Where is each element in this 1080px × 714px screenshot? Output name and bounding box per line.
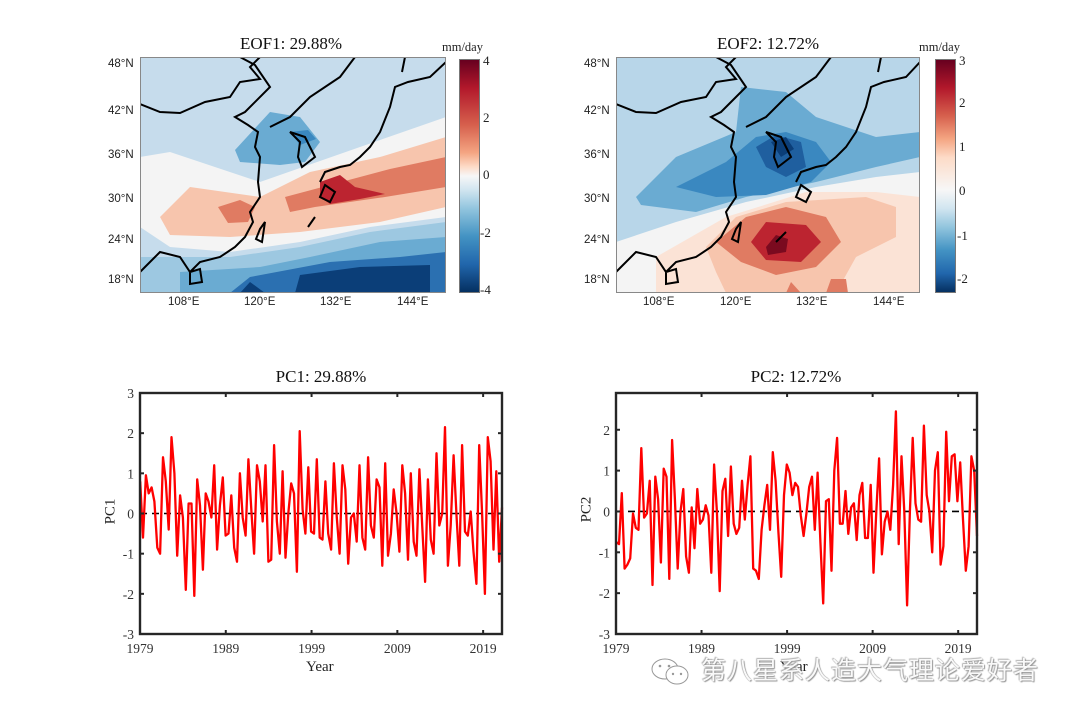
pc2-axes-frame bbox=[614, 391, 979, 636]
pc1-series-line bbox=[139, 425, 504, 597]
pc2-xtick-label: 1979 bbox=[603, 641, 630, 656]
eof1-cb-tick-2: 2 bbox=[483, 110, 490, 125]
eof1-lat-tick-24: 24°N bbox=[108, 234, 134, 246]
eof2-map bbox=[616, 57, 920, 293]
eof2-lon-tick-108: 108°E bbox=[643, 296, 675, 308]
eof1-title: EOF1: 29.88% bbox=[240, 34, 342, 53]
pc2-xtick-label: 2009 bbox=[859, 641, 886, 656]
eof2-lat-tick-48: 48°N bbox=[584, 58, 610, 70]
eof1-cb-tick-4: 4 bbox=[483, 53, 490, 68]
eof1-lat-tick-18: 18°N bbox=[108, 274, 134, 286]
eof2-cb-tick-2: 2 bbox=[959, 95, 966, 110]
pc2-ytick-label: -1 bbox=[599, 545, 610, 560]
eof1-contour-neg-min bbox=[240, 265, 430, 293]
eof1-lon-tick-132: 132°E bbox=[320, 296, 352, 308]
pc2-xtick-label: 1999 bbox=[774, 641, 801, 656]
eof2-lon-tick-120: 120°E bbox=[720, 296, 752, 308]
pc1-xtick-label: 1999 bbox=[298, 641, 325, 656]
pc1-ytick-label: 0 bbox=[127, 507, 134, 522]
pc1-ytick-label: 2 bbox=[127, 426, 134, 441]
pc2-xtick-label: 2019 bbox=[945, 641, 972, 656]
eof1-lat-tick-36: 36°N bbox=[108, 149, 134, 161]
eof1-cb-tick-0: 0 bbox=[483, 167, 490, 182]
eof2-cb-tick-3: 3 bbox=[959, 53, 966, 68]
pc1-ytick-label: -1 bbox=[123, 547, 134, 562]
pc2-xtick-label: 1989 bbox=[688, 641, 715, 656]
eof1-cb-tick-m2: -2 bbox=[480, 225, 491, 240]
pc2-ytick-label: 1 bbox=[603, 464, 610, 479]
eof2-colorbar-unit: mm/day bbox=[919, 40, 960, 54]
pc1-ytick-label: 1 bbox=[127, 466, 134, 481]
pc1-title: PC1: 29.88% bbox=[275, 367, 367, 386]
pc2-ylabel: PC2 bbox=[578, 496, 595, 523]
eof2-title: EOF2: 12.72% bbox=[717, 34, 819, 53]
pc2-title: PC2: 12.72% bbox=[750, 367, 842, 386]
watermark-text: 第八星系人造大气理论爱好者 bbox=[700, 656, 1039, 685]
eof2-lat-tick-36: 36°N bbox=[584, 149, 610, 161]
eof1-map bbox=[140, 57, 446, 293]
pc1-xtick-label: 2019 bbox=[470, 641, 497, 656]
pc1-ytick-label: -2 bbox=[123, 587, 134, 602]
pc2-ytick-label: -3 bbox=[599, 627, 610, 642]
eof2-lat-tick-24: 24°N bbox=[584, 234, 610, 246]
eof2-cb-tick-1: 1 bbox=[959, 139, 966, 154]
eof2-lon-tick-144: 144°E bbox=[873, 296, 905, 308]
pc2-ytick-label: 2 bbox=[603, 423, 610, 438]
pc1-ytick-label: -3 bbox=[123, 627, 134, 642]
eof2-cb-tick-0: 0 bbox=[959, 183, 966, 198]
eof1-lon-tick-120: 120°E bbox=[244, 296, 276, 308]
eof2-cb-tick-m2: -2 bbox=[957, 271, 968, 286]
wechat-icon bbox=[650, 657, 692, 687]
pc1-xtick-label: 2009 bbox=[384, 641, 411, 656]
eof1-lat-tick-48: 48°N bbox=[108, 58, 134, 70]
eof2-lat-tick-30: 30°N bbox=[584, 193, 610, 205]
eof1-colorbar bbox=[459, 59, 480, 293]
pc2-series-line bbox=[615, 410, 979, 607]
eof1-lat-tick-42: 42°N bbox=[108, 105, 134, 117]
eof2-contour-pos-max bbox=[766, 235, 788, 255]
eof2-lon-tick-132: 132°E bbox=[796, 296, 828, 308]
eof2-colorbar bbox=[935, 59, 956, 293]
eof2-coastline bbox=[616, 57, 920, 286]
pc1-xlabel: Year bbox=[306, 659, 334, 675]
pc1-xtick-label: 1979 bbox=[127, 641, 154, 656]
pc2-ytick-label: 0 bbox=[603, 504, 610, 519]
eof1-colorbar-unit: mm/day bbox=[442, 40, 483, 54]
eof2-cb-tick-m1: -1 bbox=[957, 228, 968, 243]
eof2-lat-tick-18: 18°N bbox=[584, 274, 610, 286]
pc1-xtick-label: 1989 bbox=[212, 641, 239, 656]
pc1-ytick-label: 3 bbox=[127, 386, 134, 401]
eof2-lat-tick-42: 42°N bbox=[584, 105, 610, 117]
watermark: 第八星系人造大气理论爱好者 bbox=[650, 651, 1039, 687]
eof1-lon-tick-108: 108°E bbox=[168, 296, 200, 308]
pc2-ytick-label: -2 bbox=[599, 586, 610, 601]
eof1-cb-tick-m4: -4 bbox=[480, 282, 491, 297]
eof1-coastline bbox=[140, 57, 446, 286]
pc2-xlabel: Year bbox=[780, 659, 808, 675]
eof1-lat-tick-30: 30°N bbox=[108, 193, 134, 205]
eof1-contour-pos-max bbox=[320, 175, 385, 204]
eof1-lon-tick-144: 144°E bbox=[397, 296, 429, 308]
